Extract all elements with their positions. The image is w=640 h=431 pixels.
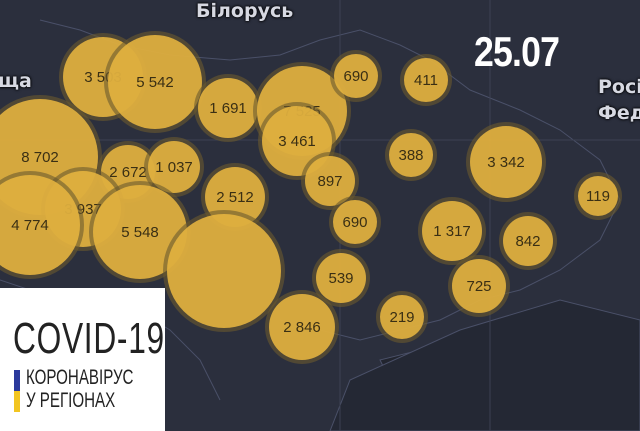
region-bubble: 690 xyxy=(329,196,381,248)
region-bubble: 5 542 xyxy=(104,31,206,133)
bubble-value: 690 xyxy=(342,214,367,231)
bubble-circle xyxy=(503,216,553,266)
panel-subtitle-1: КОРОНАВІРУС xyxy=(26,366,134,389)
bubble-value: 539 xyxy=(328,270,353,287)
russia-line1: Росі xyxy=(598,76,640,98)
bubble-circle xyxy=(0,175,80,275)
bubble-value: 690 xyxy=(343,68,368,85)
bubble-circle xyxy=(380,295,424,339)
ukraine-flag-icon xyxy=(14,370,20,412)
bubble-value: 1 691 xyxy=(209,100,247,117)
bubble-circle xyxy=(148,141,200,193)
country-label-russia: Росі Фед xyxy=(598,74,640,126)
bubble-circle xyxy=(305,156,355,206)
region-bubble: 842 xyxy=(499,212,557,270)
bubble-value: 388 xyxy=(398,147,423,164)
region-bubble: 2 846 xyxy=(265,290,339,364)
bubble-circle xyxy=(422,201,482,261)
bubble-value: 1 317 xyxy=(433,223,471,240)
bubble-value: 119 xyxy=(586,188,610,205)
bubble-circle xyxy=(108,35,202,129)
region-bubble: 725 xyxy=(448,255,510,317)
bubble-value: 2 512 xyxy=(216,189,254,206)
bubble-value: 3 342 xyxy=(487,154,525,171)
region-bubble: 539 xyxy=(312,249,370,307)
bubble-value: 1 037 xyxy=(155,159,193,176)
region-bubble: 1 037 xyxy=(144,137,204,197)
bubble-circle xyxy=(389,133,433,177)
region-bubble: 411 xyxy=(400,54,452,106)
bubble-circle xyxy=(167,214,281,328)
bubble-value: 897 xyxy=(317,173,342,190)
country-label-belarus: Білорусь xyxy=(196,0,294,22)
bubble-circle xyxy=(93,185,187,279)
russia-line2: Фед xyxy=(598,102,640,124)
bubble-value: 3 461 xyxy=(278,133,316,150)
region-bubble: 1 317 xyxy=(418,197,486,265)
bubble-value: 8 702 xyxy=(21,149,59,166)
bubble-circle xyxy=(198,78,258,138)
country-label-poland: ща xyxy=(0,70,32,92)
bubble-value: 2 672 xyxy=(109,164,147,181)
bubble-value: 842 xyxy=(515,233,540,250)
bubble-value: 5 548 xyxy=(121,224,159,241)
bubble-value: 219 xyxy=(389,309,414,326)
bubble-circle xyxy=(269,294,335,360)
panel-title: COVID-19 xyxy=(13,314,165,363)
panel-subtitle-2: У РЕГІОНАХ xyxy=(26,389,116,412)
region-bubble: 388 xyxy=(385,129,437,181)
bubble-circle xyxy=(316,253,366,303)
bubble-circle xyxy=(452,259,506,313)
title-panel: COVID-19 КОРОНАВІРУС У РЕГІОНАХ xyxy=(0,288,165,431)
region-bubble: 690 xyxy=(330,50,382,102)
region-bubble: 119 xyxy=(574,172,622,220)
bubble-value: 5 542 xyxy=(136,74,174,91)
bubble-circle xyxy=(578,176,618,216)
bubble-circle xyxy=(470,126,542,198)
bubble-value: 2 846 xyxy=(283,319,321,336)
region-bubble: 219 xyxy=(376,291,428,343)
region-bubble xyxy=(163,210,285,332)
bubble-circle xyxy=(334,54,378,98)
bubble-value: 725 xyxy=(466,278,491,295)
date-label: 25.07 xyxy=(474,28,560,75)
bubble-circle xyxy=(404,58,448,102)
bubble-value: 4 774 xyxy=(11,217,49,234)
region-bubble: 4 774 xyxy=(0,171,84,279)
bubble-value: 411 xyxy=(414,72,438,89)
region-bubble: 897 xyxy=(301,152,359,210)
region-bubble: 1 691 xyxy=(194,74,262,142)
region-bubble: 3 342 xyxy=(466,122,546,202)
bubble-circle xyxy=(333,200,377,244)
